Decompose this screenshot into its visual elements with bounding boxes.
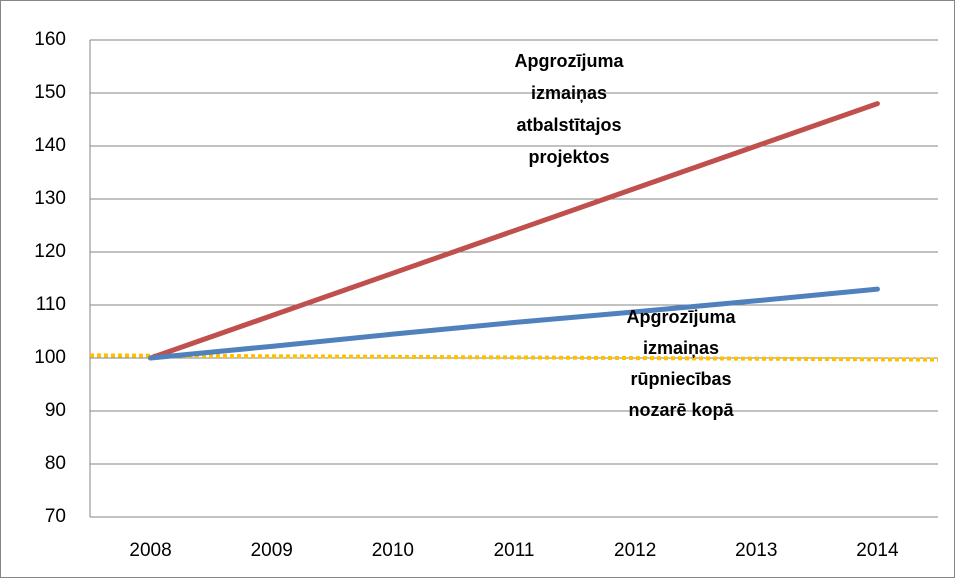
y-tick-label: 120 [34, 241, 66, 262]
y-tick-label: 70 [45, 506, 66, 527]
series-line [148, 101, 880, 361]
annotation: Apgrozījuma [514, 51, 624, 71]
annotation: atbalstītajos [516, 115, 621, 135]
y-tick-label: 90 [45, 400, 66, 421]
y-tick-label: 130 [34, 188, 66, 209]
x-tick-label: 2012 [614, 540, 656, 561]
x-tick-label: 2011 [494, 540, 535, 561]
x-tick-label: 2009 [251, 540, 293, 561]
x-tick-label: 2013 [735, 540, 777, 561]
annotation: izmaiņas [531, 83, 607, 103]
x-tick-label: 2014 [856, 540, 899, 561]
reference-line [89, 353, 939, 362]
y-tick-label: 140 [34, 135, 66, 156]
x-tick-label: 2010 [372, 540, 414, 561]
x-tick-label: 2008 [129, 540, 171, 561]
series-line [148, 286, 880, 361]
annotation: izmaiņas [643, 338, 719, 358]
y-tick-label: 160 [34, 29, 66, 50]
annotation: projektos [528, 147, 609, 167]
annotation: rūpniecības [630, 369, 731, 389]
annotation: Apgrozījuma [626, 307, 736, 327]
y-tick-label: 150 [34, 82, 66, 103]
y-tick-label: 110 [36, 294, 66, 315]
y-tick-label: 80 [45, 453, 66, 474]
annotation: nozarē kopā [628, 400, 734, 420]
y-tick-label: 100 [34, 347, 66, 368]
